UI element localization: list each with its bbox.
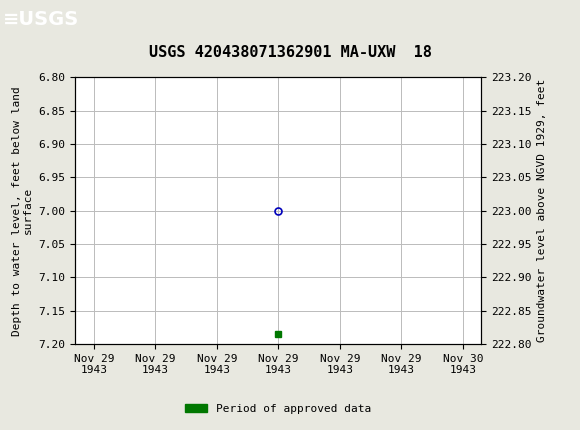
Text: ≡USGS: ≡USGS [3, 10, 79, 29]
Text: USGS 420438071362901 MA-UXW  18: USGS 420438071362901 MA-UXW 18 [148, 45, 432, 60]
Y-axis label: Depth to water level, feet below land
surface: Depth to water level, feet below land su… [12, 86, 33, 335]
Legend: Period of approved data: Period of approved data [181, 399, 376, 418]
Y-axis label: Groundwater level above NGVD 1929, feet: Groundwater level above NGVD 1929, feet [537, 79, 547, 342]
